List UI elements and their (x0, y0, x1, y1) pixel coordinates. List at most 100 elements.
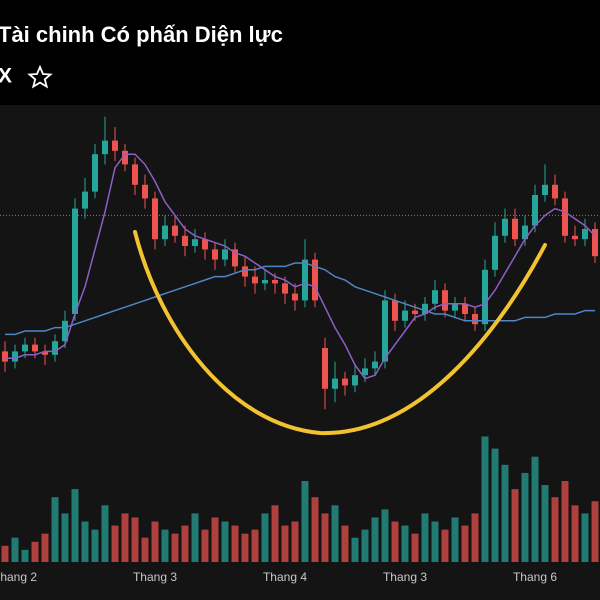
candle-body (102, 140, 108, 155)
candle-body (2, 351, 8, 362)
volume-bar (511, 489, 519, 562)
volume-bar (121, 513, 129, 562)
candle-body (32, 344, 38, 352)
volume-bar (521, 472, 529, 562)
candle-body (282, 283, 288, 294)
candle-body (412, 310, 418, 314)
volume-bar (171, 533, 179, 562)
volume-bar (491, 448, 499, 562)
volume-bar (431, 521, 439, 562)
volume-bar (201, 529, 209, 562)
volume-bar (71, 489, 79, 562)
moving-average-line (5, 153, 596, 380)
volume-bar (311, 497, 319, 562)
volume-bar (471, 513, 479, 562)
candle-body (352, 375, 358, 386)
volume-bar (101, 505, 109, 562)
candle-body (182, 235, 188, 246)
volume-bar (141, 537, 149, 562)
candle-body (242, 266, 248, 277)
volume-bar (271, 505, 279, 562)
candle-body (422, 303, 428, 314)
candle-body (482, 269, 488, 325)
x-tick-label: Thang 4 (263, 570, 307, 584)
volume-bar (481, 436, 489, 562)
plot-area (0, 105, 600, 600)
volume-bar (241, 533, 249, 562)
favorite-star[interactable] (27, 64, 53, 89)
volume-bar (381, 509, 389, 562)
candle-body (532, 195, 538, 226)
volume-bar (11, 537, 19, 562)
volume-bar (231, 525, 239, 562)
candle-body (132, 164, 138, 185)
candle-body (542, 184, 548, 195)
volume-bar (451, 517, 459, 562)
volume-bar (261, 513, 269, 562)
candle-body (252, 276, 258, 284)
candle-body (432, 290, 438, 304)
chart-title: Tài chinh Có phấn Diện lực (0, 22, 283, 47)
volume-bar (551, 497, 559, 562)
candle-body (572, 235, 578, 240)
candle-body (302, 259, 308, 301)
volume-bar (251, 529, 259, 562)
candle-body (142, 184, 148, 199)
x-tick-label: Thang 6 (513, 570, 557, 584)
candle-body (122, 150, 128, 165)
candle-body (442, 290, 448, 311)
x-tick-label: Thang 2 (0, 570, 37, 584)
candle-body (502, 218, 508, 236)
candle-body (232, 249, 238, 267)
volume-bar (31, 541, 39, 562)
volume-bar (61, 513, 69, 562)
volume-bar (21, 549, 29, 562)
candle-body (152, 198, 158, 240)
volume-bar (291, 521, 299, 562)
candle-body (82, 191, 88, 209)
volume-bar (91, 529, 99, 562)
volume-bar (341, 525, 349, 562)
candle-body (72, 208, 78, 314)
volume-bar (51, 497, 59, 562)
volume-bar (331, 505, 339, 562)
volume-bar (561, 481, 569, 562)
plot: Thang 2 Thang 3 Thang 4 Thang 3 Thang 6 (0, 116, 600, 584)
volume-bar (441, 529, 449, 562)
candle-body (212, 249, 218, 260)
candle-body (12, 351, 18, 362)
volume-bar (161, 529, 169, 562)
candle-body (472, 314, 478, 325)
volume-bar (541, 485, 549, 562)
volume-bar (571, 505, 579, 562)
volume-bar (581, 513, 589, 562)
candle-body (22, 344, 28, 352)
symbol: X (0, 65, 12, 88)
candle-body (62, 320, 68, 342)
candle-body (372, 361, 378, 369)
volume-bar (111, 525, 119, 562)
candle-body (512, 218, 518, 240)
candle-body (262, 280, 268, 284)
volume-bar (301, 481, 309, 562)
volume-bar (81, 521, 89, 562)
volume-bar (461, 525, 469, 562)
volume-bar (361, 529, 369, 562)
volume-bar (281, 525, 289, 562)
header (0, 0, 600, 105)
candle-body (202, 239, 208, 250)
candle-body (392, 300, 398, 321)
volume-bar (351, 537, 359, 562)
volume-bar (41, 533, 49, 562)
candle-body (222, 249, 228, 260)
volume-bar (591, 501, 599, 562)
volume-bar (411, 533, 419, 562)
cup-annotation (133, 230, 547, 436)
volume-bar (421, 513, 429, 562)
candle-body (192, 239, 198, 246)
candle-body (92, 154, 98, 192)
volume-bar (391, 521, 399, 562)
candle-body (52, 341, 58, 355)
